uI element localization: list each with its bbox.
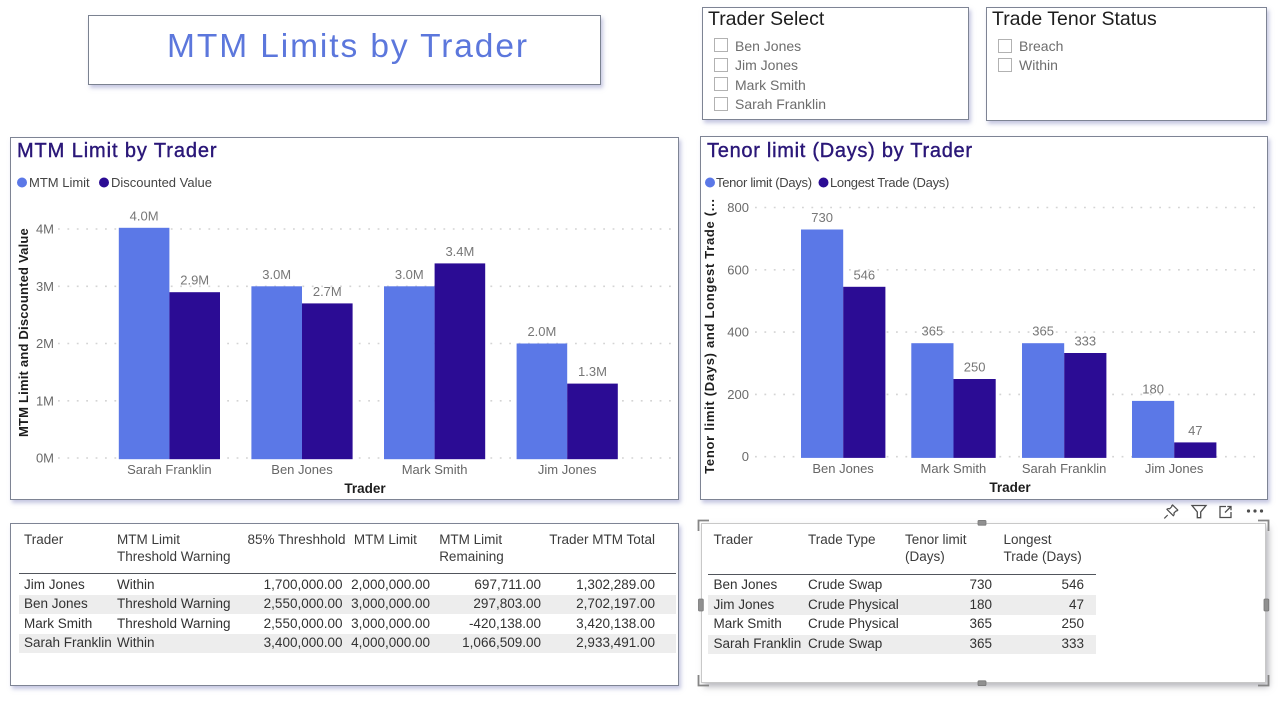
svg-text:0: 0 bbox=[742, 449, 749, 464]
svg-text:3M: 3M bbox=[36, 279, 54, 294]
svg-text:333: 333 bbox=[1074, 334, 1096, 349]
svg-text:Jim Jones: Jim Jones bbox=[1145, 461, 1204, 476]
svg-text:Trader: Trader bbox=[989, 480, 1031, 495]
svg-text:Mark Smith: Mark Smith bbox=[402, 462, 468, 477]
svg-text:800: 800 bbox=[727, 200, 749, 215]
svg-text:Sarah Franklin: Sarah Franklin bbox=[127, 462, 212, 477]
svg-text:2.0M: 2.0M bbox=[527, 324, 556, 339]
svg-text:250: 250 bbox=[964, 360, 986, 375]
svg-text:Ben Jones: Ben Jones bbox=[271, 462, 333, 477]
svg-text:MTM Limit and Discounted Value: MTM Limit and Discounted Value bbox=[16, 228, 31, 437]
svg-text:4M: 4M bbox=[36, 222, 54, 237]
svg-text:1.3M: 1.3M bbox=[578, 364, 607, 379]
svg-text:180: 180 bbox=[1142, 381, 1164, 396]
svg-text:1M: 1M bbox=[36, 393, 54, 408]
svg-text:Discounted Value: Discounted Value bbox=[111, 175, 212, 190]
svg-text:365: 365 bbox=[922, 324, 944, 339]
svg-text:400: 400 bbox=[727, 325, 749, 340]
svg-text:3.0M: 3.0M bbox=[262, 267, 291, 282]
svg-text:3.4M: 3.4M bbox=[445, 244, 474, 259]
svg-text:MTM Limit by Trader: MTM Limit by Trader bbox=[17, 140, 217, 162]
svg-text:2.9M: 2.9M bbox=[180, 273, 209, 288]
svg-text:47: 47 bbox=[1188, 423, 1202, 438]
svg-text:Tenor limit (Days): Tenor limit (Days) bbox=[716, 175, 812, 190]
svg-text:200: 200 bbox=[727, 387, 749, 402]
svg-text:Ben Jones: Ben Jones bbox=[812, 461, 874, 476]
svg-text:Mark Smith: Mark Smith bbox=[921, 461, 987, 476]
svg-text:Sarah Franklin: Sarah Franklin bbox=[1022, 461, 1107, 476]
svg-text:0M: 0M bbox=[36, 451, 54, 466]
svg-text:3.0M: 3.0M bbox=[395, 267, 424, 282]
svg-text:4.0M: 4.0M bbox=[130, 208, 159, 223]
svg-text:Tenor limit (Days) and Longest: Tenor limit (Days) and Longest Trade (..… bbox=[702, 198, 717, 474]
svg-text:546: 546 bbox=[853, 267, 875, 282]
svg-text:MTM Limit: MTM Limit bbox=[29, 175, 90, 190]
svg-text:730: 730 bbox=[811, 210, 833, 225]
svg-text:2M: 2M bbox=[36, 336, 54, 351]
svg-text:Tenor limit (Days) by Trader: Tenor limit (Days) by Trader bbox=[707, 140, 973, 162]
svg-text:Jim Jones: Jim Jones bbox=[538, 462, 597, 477]
svg-text:2.7M: 2.7M bbox=[313, 284, 342, 299]
svg-text:Trader: Trader bbox=[344, 481, 386, 496]
svg-text:Longest Trade (Days): Longest Trade (Days) bbox=[830, 175, 949, 190]
svg-text:600: 600 bbox=[727, 262, 749, 277]
svg-text:365: 365 bbox=[1032, 324, 1054, 339]
